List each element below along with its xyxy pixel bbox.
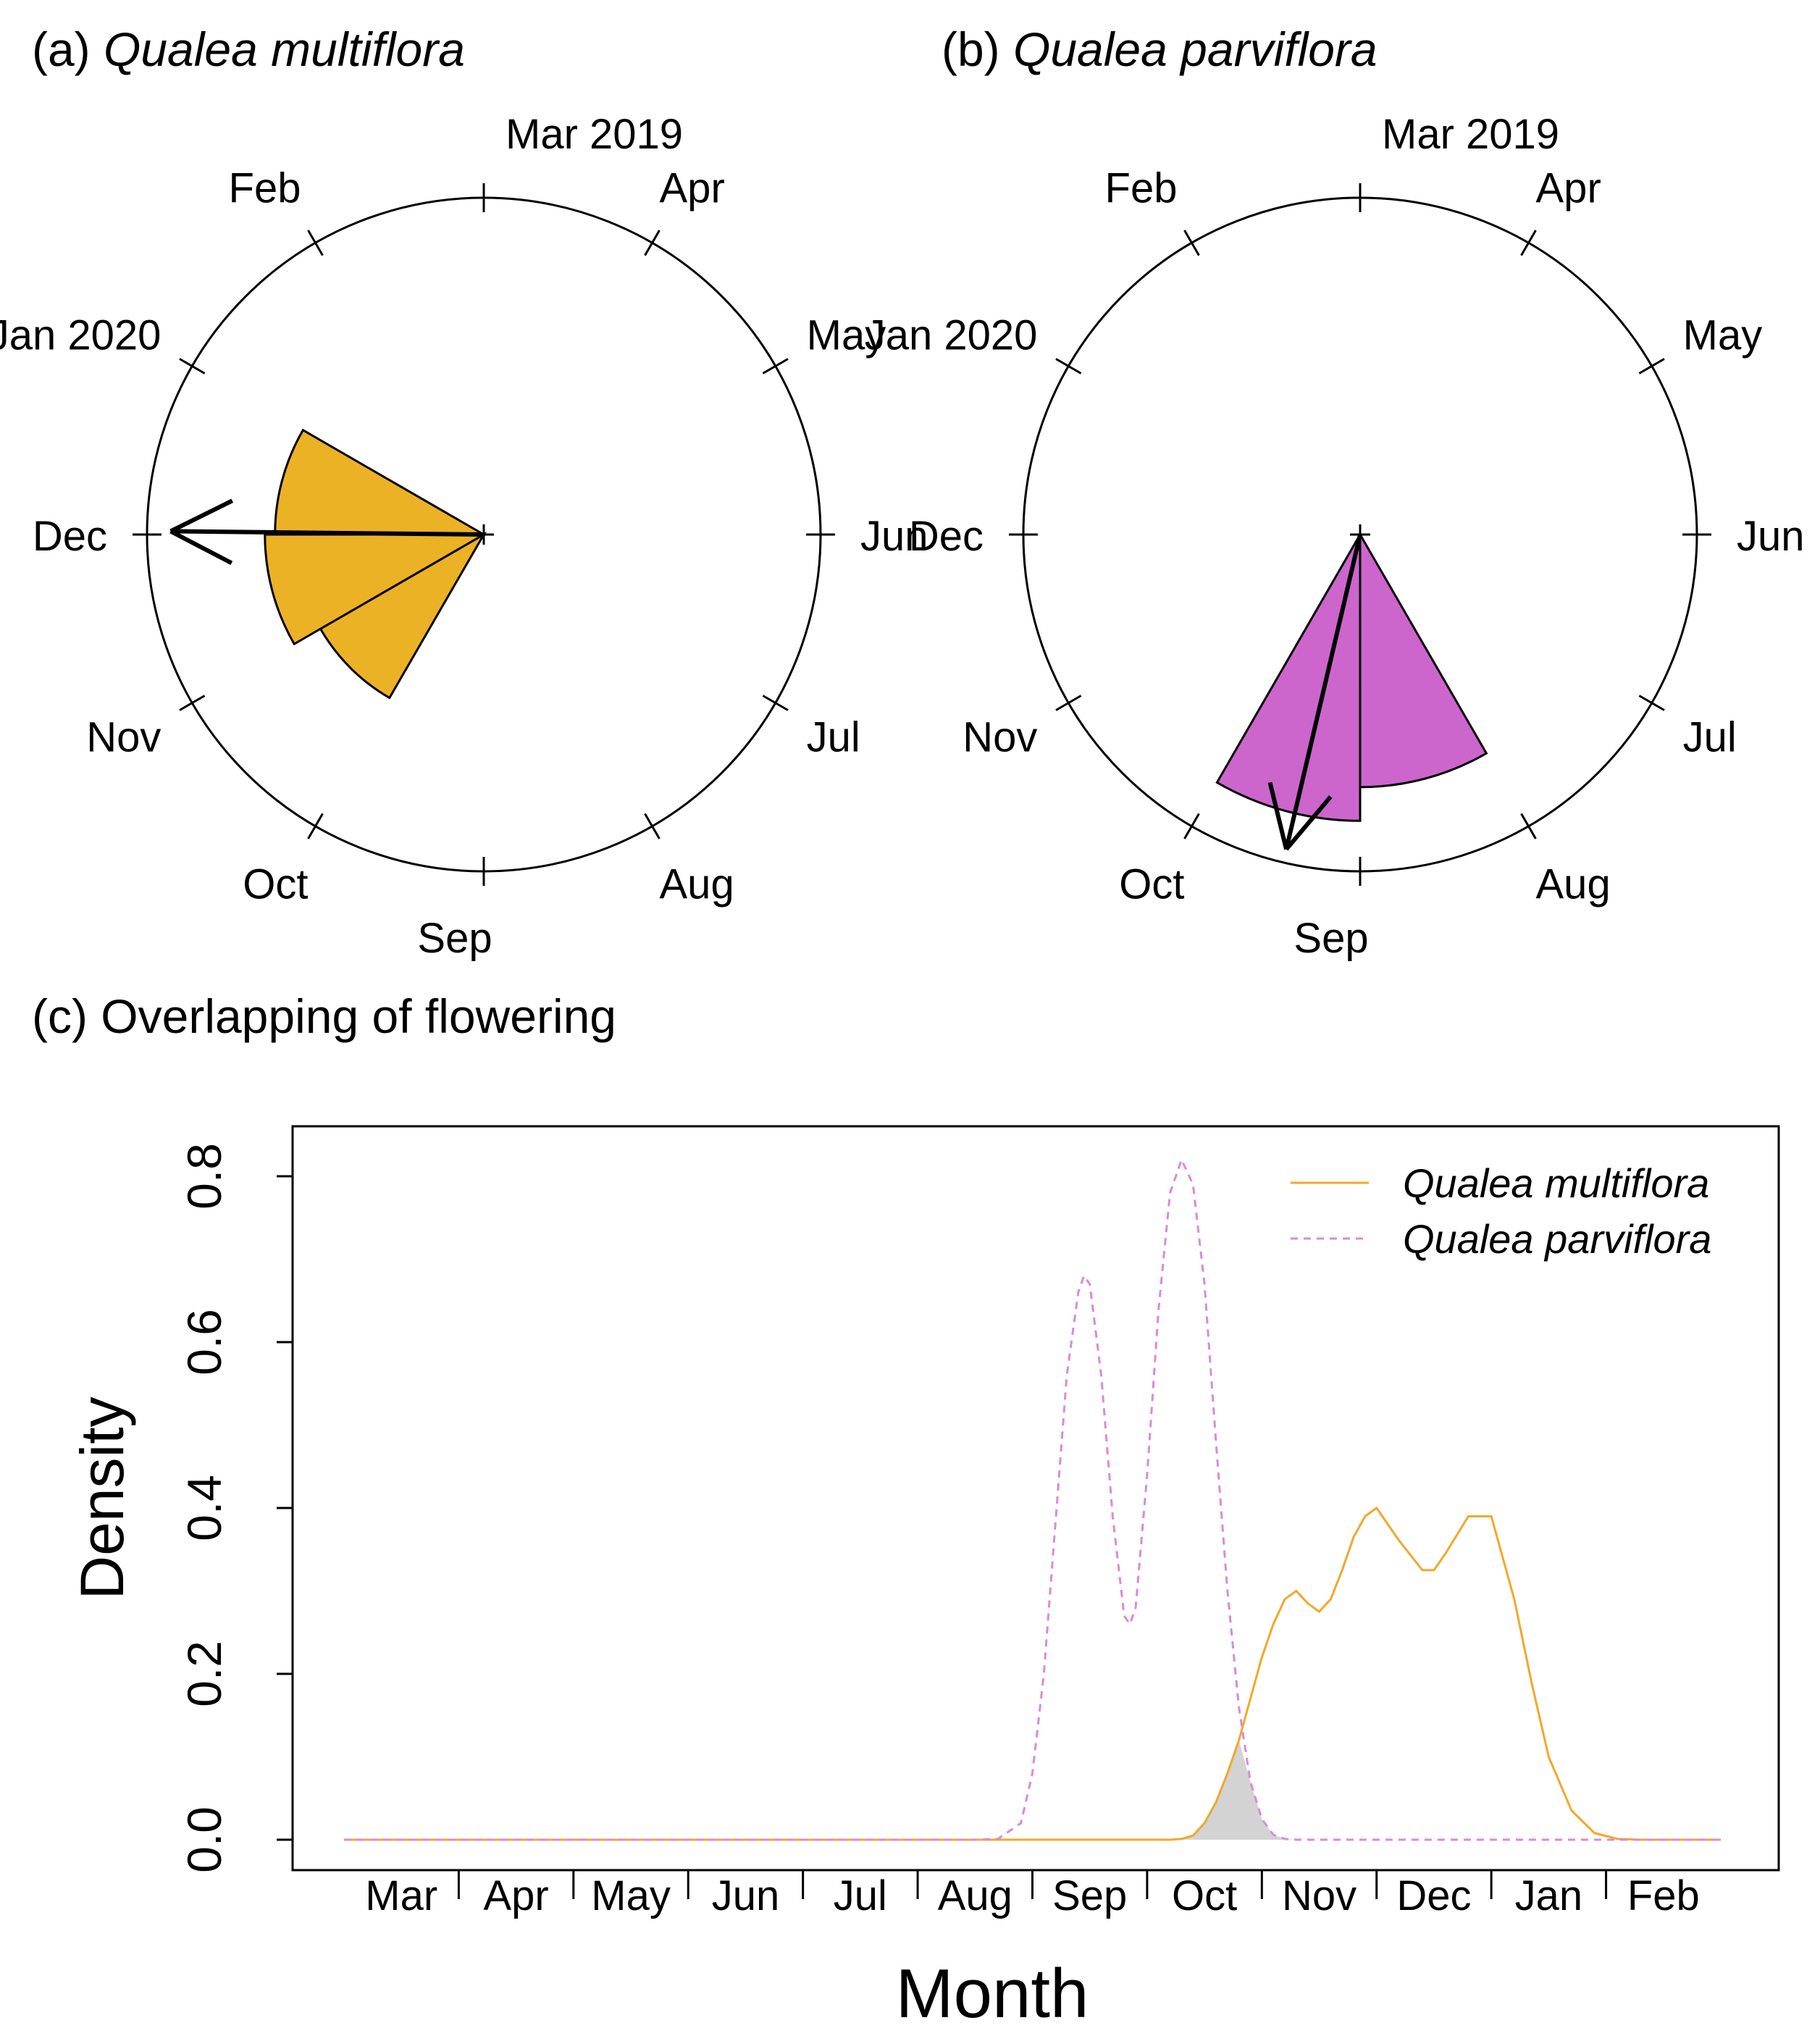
panel-a-label: (a): [32, 22, 91, 76]
rose-b-month-label: Oct: [1119, 861, 1184, 908]
rose-a-month-label: Jan 2020: [0, 312, 161, 359]
rose-a-month-label: Nov: [86, 714, 161, 761]
rose-b-tick: [1638, 358, 1665, 374]
rose-b-month-label: Sep: [1293, 915, 1368, 962]
rose-b-month-label: Dec: [909, 513, 984, 560]
x-tick-label-dec: Dec: [1396, 1872, 1471, 1919]
rose-a-month-label: Feb: [229, 164, 301, 211]
x-tick-label-nov: Nov: [1282, 1872, 1356, 1919]
y-tick-label: 0.4: [177, 1475, 231, 1541]
rose-a-month-label: Apr: [660, 164, 725, 211]
rose-b-month-label: May: [1683, 312, 1763, 359]
x-tick-label-mar: Mar: [365, 1872, 437, 1919]
rose-a-tick: [179, 358, 206, 374]
rose-a-month-label: Jul: [807, 714, 860, 761]
x-tick-label-jun: Jun: [712, 1872, 780, 1919]
rose-b-month-label: Jan 2020: [865, 312, 1038, 359]
rose-a-tick: [644, 230, 661, 256]
rose-a-tick: [179, 695, 206, 711]
rose-a-tick: [307, 813, 324, 839]
rose-a-mean-vector: [170, 529, 485, 537]
panel-c-title: (c) Overlapping of flowering: [32, 989, 617, 1043]
y-tick-label: 0.2: [177, 1641, 231, 1707]
rose-a-tick: [762, 358, 789, 374]
panel-a-species: Qualea multiflora: [104, 22, 465, 76]
y-axis-label: Density: [68, 1396, 136, 1599]
rose-b-tick: [1183, 230, 1200, 256]
panel-b-title: (b) Qualea parviflora: [942, 22, 1377, 77]
rose-a-month-label: Mar 2019: [506, 111, 683, 158]
rose-a-month-label: Dec: [33, 513, 107, 560]
rose-b-month-label: Nov: [963, 714, 1037, 761]
rose-a-wedge-nov: [319, 531, 487, 700]
x-tick-label-aug: Aug: [938, 1872, 1012, 1919]
legend-label-qualea-multiflora: Qualea multiflora: [1403, 1160, 1709, 1206]
rose-a-month-label: Jun: [860, 513, 928, 560]
rose-b-tick: [1183, 813, 1200, 839]
rose-b-month-label: Apr: [1536, 164, 1601, 211]
rose-b-month-label: Feb: [1105, 164, 1178, 211]
rose-b-arrowhead: [1267, 782, 1288, 850]
y-tick-label: 0.0: [177, 1806, 231, 1873]
y-tick-label: 0.6: [177, 1309, 231, 1375]
rose-b-mean-vector: [1284, 534, 1362, 850]
x-tick-label-jan: Jan: [1515, 1872, 1583, 1919]
rose-b-month-label: Mar 2019: [1382, 111, 1559, 158]
rose-b-month-label: Aug: [1536, 861, 1611, 908]
rose-a-tick: [644, 813, 661, 839]
rose-a-month-label: Aug: [660, 861, 734, 908]
x-tick-label-feb: Feb: [1627, 1872, 1700, 1919]
series-line-qualea-multiflora: [344, 1506, 1721, 1841]
x-tick-label-sep: Sep: [1052, 1872, 1127, 1919]
rose-plot-b: Mar 2019 Apr May Jun Jul Aug Sep Oct Nov Dec Jan 2…: [865, 111, 1805, 962]
rose-b-tick: [1638, 695, 1665, 711]
x-tick-label-apr: Apr: [483, 1872, 548, 1919]
rose-a-tick: [762, 695, 789, 711]
x-tick-label-oct: Oct: [1172, 1872, 1237, 1919]
rose-a-tick: [307, 230, 324, 256]
density-plot: 0.0 0.2 0.4 0.6 0.8 Density Mar Apr May Jun Jul Aug…: [68, 1125, 1780, 2032]
rose-b-tick: [1055, 695, 1082, 711]
panel-b-species: Qualea parviflora: [1013, 22, 1377, 76]
rose-a-wedge-jan: [274, 428, 488, 536]
x-tick-label-may: May: [591, 1872, 671, 1919]
plot-frame: [291, 1125, 1780, 1872]
overlap-area: [344, 1740, 1721, 1840]
y-tick-label: 0.8: [177, 1143, 231, 1210]
rose-a-arrowhead: [169, 529, 233, 566]
x-axis-label: Month: [896, 1955, 1089, 2032]
panel-a-title: (a) Qualea multiflora: [32, 22, 465, 77]
rose-b-arrowhead: [1284, 795, 1333, 851]
rose-b-wedge-sep: [1359, 530, 1488, 789]
rose-a-month-label: Oct: [243, 861, 308, 908]
rose-b-tick: [1055, 358, 1082, 374]
rose-a-arrowhead: [169, 498, 234, 534]
rose-plot-a: Mar 2019 Apr May Jun Jul Aug Sep Oct Nov Dec Jan 2…: [0, 111, 928, 962]
rose-a-month-label: May: [807, 312, 886, 359]
rose-b-tick: [1520, 230, 1537, 256]
panel-b-label: (b): [942, 22, 1000, 76]
rose-b-month-label: Jun: [1737, 513, 1805, 560]
rose-a-month-label: Sep: [417, 915, 492, 962]
rose-a-wedge-dec: [264, 533, 488, 646]
rose-b-month-label: Jul: [1683, 714, 1737, 761]
legend-label-qualea-parviflora: Qualea parviflora: [1403, 1216, 1711, 1262]
x-tick-label-jul: Jul: [834, 1872, 887, 1919]
rose-b-wedge-oct: [1215, 530, 1362, 822]
rose-b-tick: [1520, 813, 1537, 839]
series-line-qualea-parviflora: [344, 1157, 1721, 1841]
